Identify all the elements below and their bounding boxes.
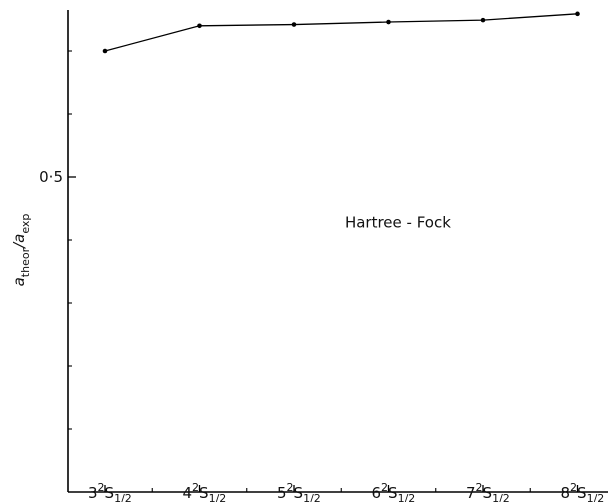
data-point bbox=[575, 11, 580, 17]
x-tick-group: 32S1/2 42S1/2 52S1/2 62S1/2 72S1/2 82S1/2 bbox=[88, 481, 604, 502]
x-tick-label: 82S1/2 bbox=[561, 481, 605, 502]
y-label-main: a bbox=[10, 277, 28, 286]
y-axis-label: atheor/aexp bbox=[10, 214, 32, 287]
x-tick-label: 72S1/2 bbox=[466, 481, 510, 502]
x-tick-label: 42S1/2 bbox=[183, 481, 227, 502]
data-point bbox=[197, 23, 202, 29]
data-point bbox=[102, 48, 108, 54]
x-tick-label: 62S1/2 bbox=[372, 481, 416, 502]
x-tick-label: 52S1/2 bbox=[277, 481, 321, 502]
plot-area: Relativistic effectsCorrelationPolarizat… bbox=[102, 11, 580, 231]
series-line-1 bbox=[104, 13, 578, 52]
y-tick-label: 0·5 bbox=[39, 168, 63, 186]
data-point bbox=[386, 19, 391, 25]
data-point bbox=[291, 22, 297, 27]
x-axis: 32S1/2 42S1/2 52S1/2 62S1/2 72S1/2 82S1/2 bbox=[68, 481, 608, 502]
y-tick-group: 0·51·0 bbox=[39, 50, 76, 430]
y-label-slash: /a bbox=[10, 234, 28, 250]
y-label-sub2: exp bbox=[19, 214, 32, 234]
y-label-sub1: theor bbox=[19, 247, 32, 277]
x-tick-label: 32S1/2 bbox=[88, 481, 132, 502]
data-point bbox=[480, 17, 486, 23]
y-axis: 0·51·0 bbox=[39, 10, 76, 492]
annotation-label: Hartree - Fock bbox=[345, 213, 451, 231]
